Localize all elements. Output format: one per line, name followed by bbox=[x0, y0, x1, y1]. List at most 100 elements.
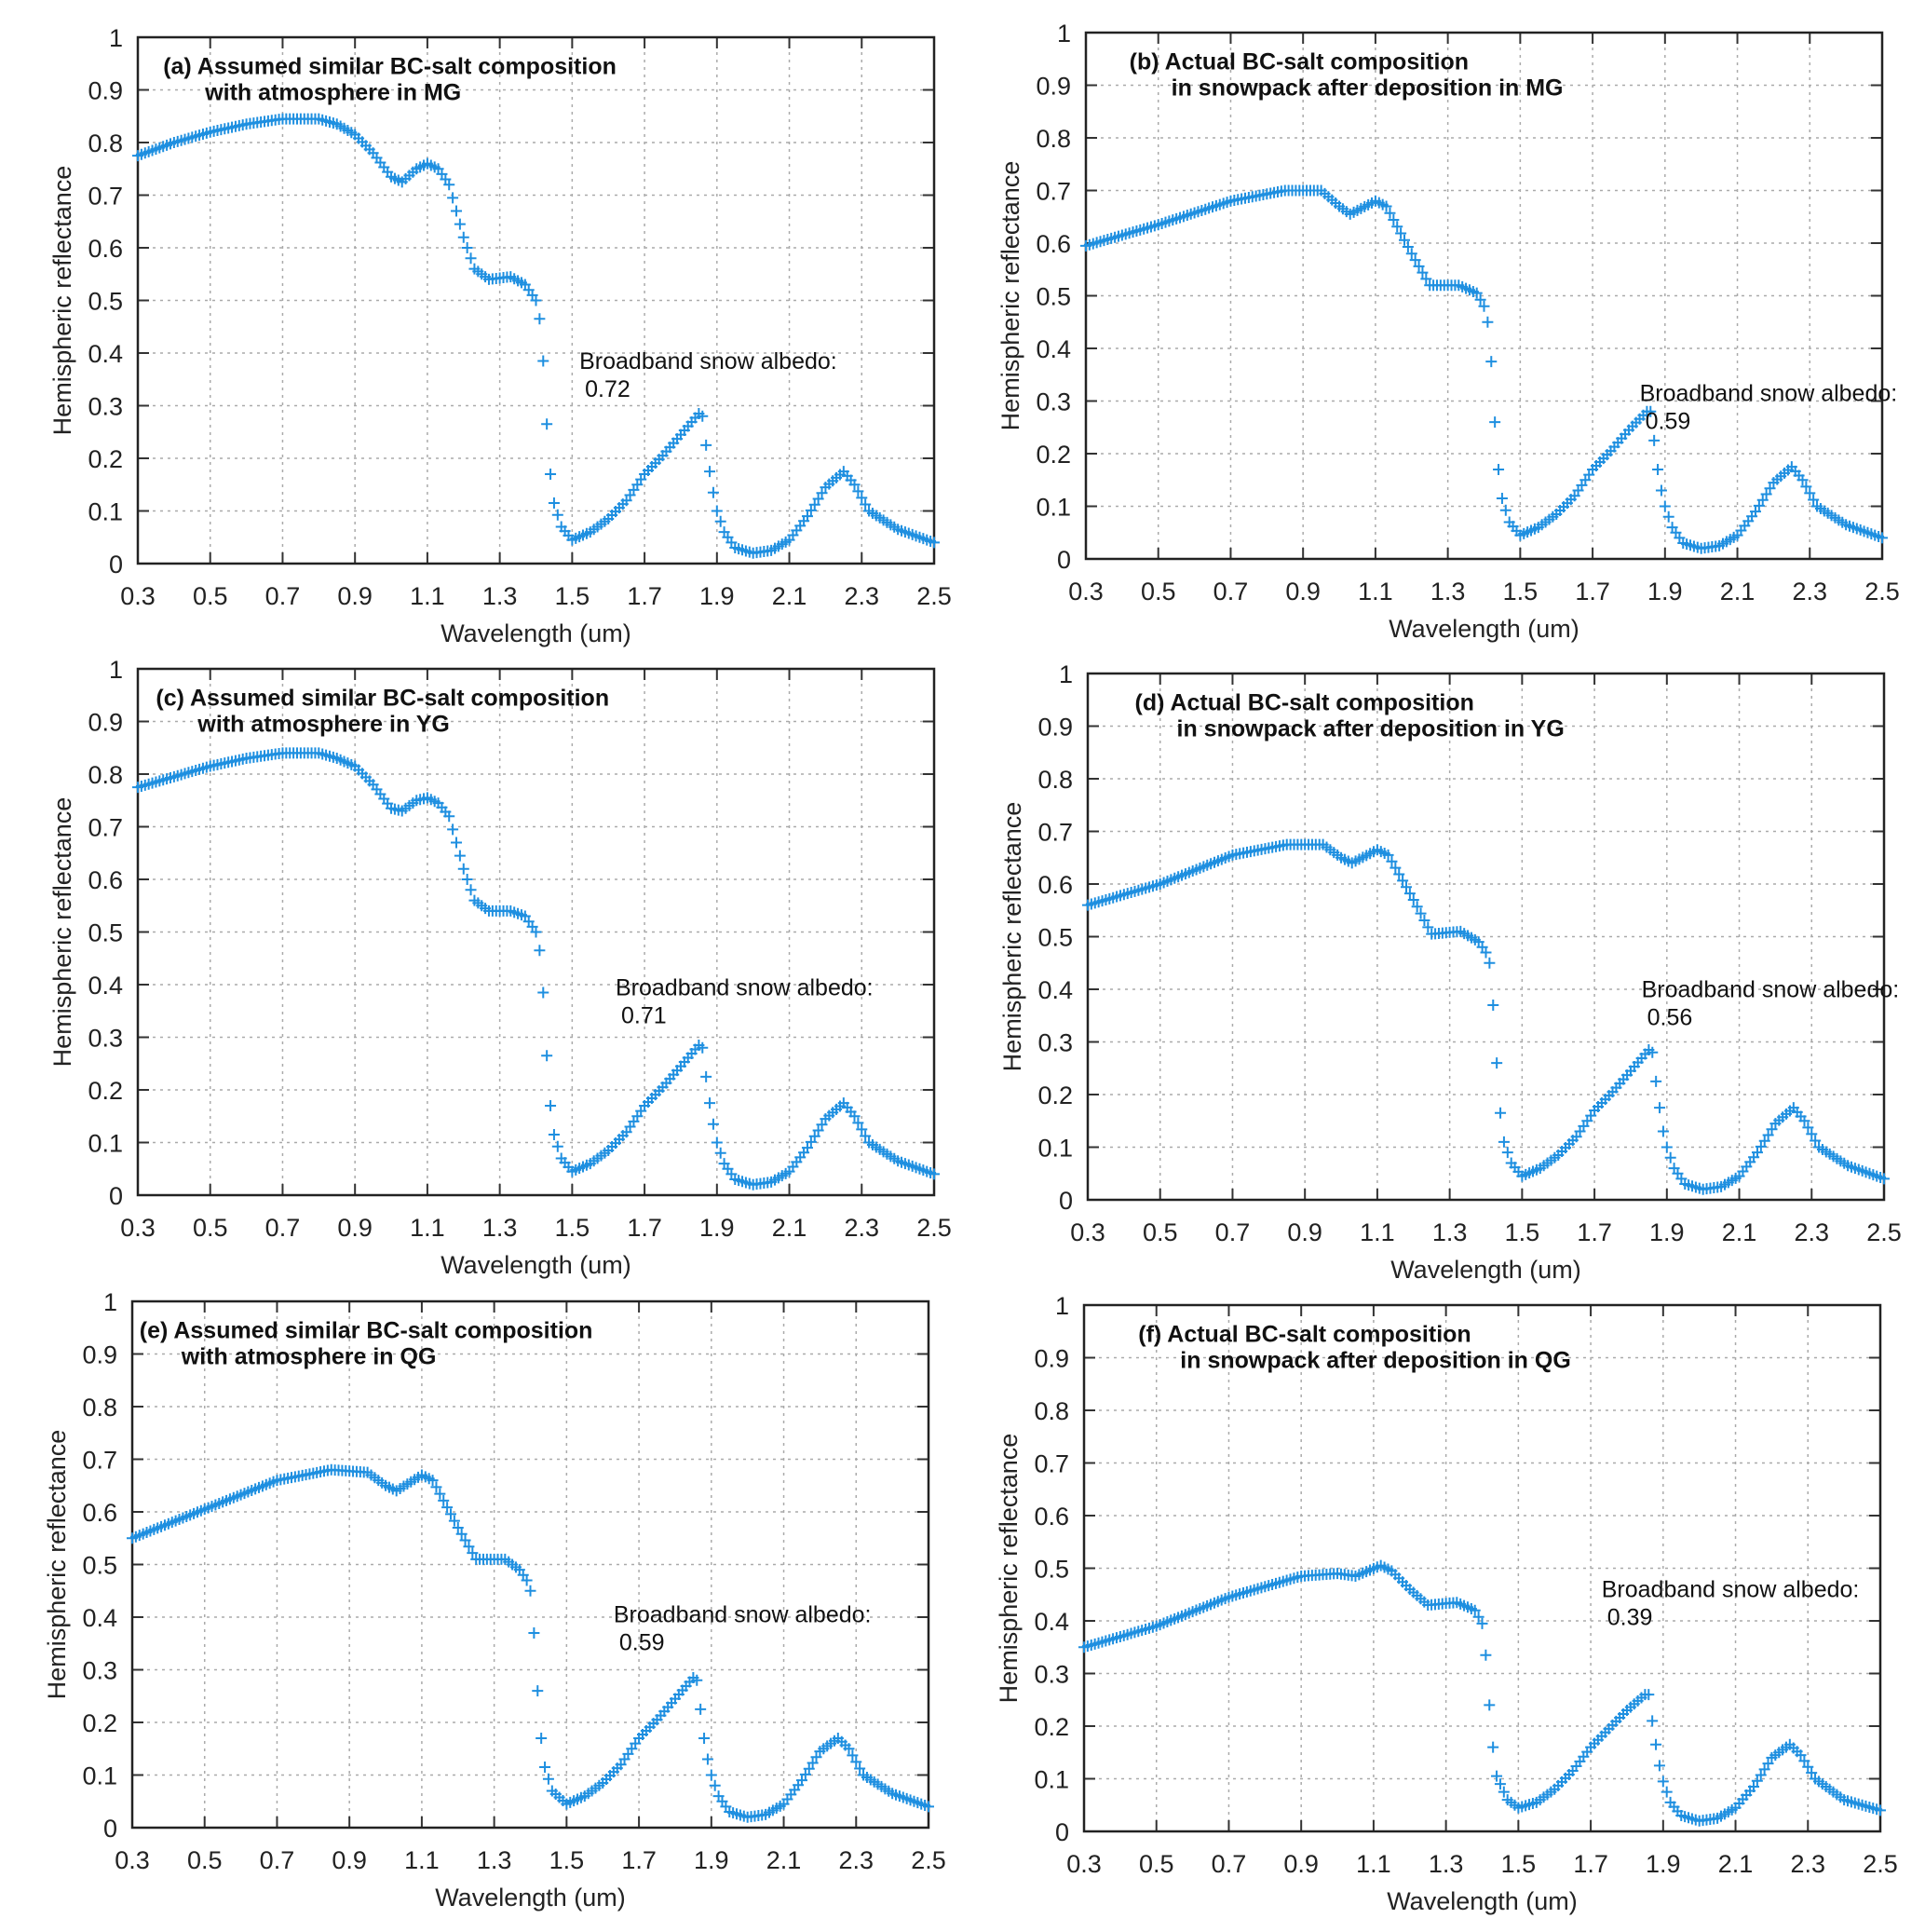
data-point bbox=[1804, 487, 1816, 499]
data-point bbox=[542, 1773, 554, 1785]
x-tick-label: 1.7 bbox=[627, 1214, 662, 1242]
data-point bbox=[795, 1775, 807, 1787]
x-tick-label: 2.5 bbox=[1864, 578, 1900, 605]
data-point bbox=[801, 510, 813, 523]
data-point bbox=[545, 1099, 557, 1111]
data-point bbox=[1476, 1617, 1488, 1629]
y-axis-label: Hemispheric reflectance bbox=[48, 166, 76, 436]
data-point bbox=[860, 1130, 872, 1142]
data-point bbox=[1397, 875, 1409, 887]
x-tick-label: 1.7 bbox=[627, 582, 662, 610]
data-point bbox=[808, 1130, 820, 1142]
data-point bbox=[551, 1140, 563, 1152]
x-tick-label: 1.5 bbox=[549, 1846, 585, 1874]
data-point bbox=[434, 1488, 446, 1500]
x-tick-label: 2.1 bbox=[772, 1214, 807, 1242]
x-tick-label: 0.5 bbox=[187, 1846, 223, 1874]
panel-title-line: in snowpack after deposition in QG bbox=[1180, 1348, 1571, 1374]
panel-title-line: (a) Assumed similar BC-salt composition bbox=[163, 54, 617, 80]
data-point bbox=[467, 1547, 479, 1559]
x-tick-label: 1.7 bbox=[1575, 578, 1610, 605]
data-point bbox=[929, 1168, 940, 1180]
data-point bbox=[805, 504, 817, 516]
x-tick-label: 1.1 bbox=[410, 582, 445, 610]
y-tick-label: 0.8 bbox=[1036, 125, 1071, 153]
data-point bbox=[1484, 957, 1496, 969]
data-point bbox=[1484, 1699, 1496, 1711]
data-point bbox=[807, 1757, 819, 1769]
data-point bbox=[534, 313, 546, 325]
data-point bbox=[1496, 493, 1508, 505]
y-tick-label: 0.9 bbox=[82, 1341, 117, 1369]
data-point bbox=[1659, 500, 1671, 512]
y-tick-label: 0.4 bbox=[82, 1604, 117, 1632]
data-point bbox=[860, 498, 872, 510]
chart-panel-d: 0 0.1 0.2 0.3 0.4 0.5 0.6 0.7 0.8 0.9 1 0.3 0.5 0.7 0.… bbox=[976, 641, 1925, 1284]
y-tick-label: 0.9 bbox=[88, 77, 123, 105]
x-tick-label: 2.1 bbox=[772, 582, 807, 610]
x-tick-label: 2.1 bbox=[766, 1846, 802, 1874]
x-tick-label: 1.1 bbox=[1358, 578, 1393, 605]
data-point bbox=[1762, 1758, 1774, 1770]
data-point bbox=[1758, 1135, 1770, 1147]
x-tick-label: 2.5 bbox=[1863, 1850, 1898, 1878]
albedo-label: Broadband snow albedo: bbox=[1642, 976, 1900, 1002]
data-point bbox=[1495, 1107, 1507, 1119]
y-tick-label: 0.5 bbox=[1036, 283, 1071, 311]
data-point bbox=[852, 1117, 864, 1129]
x-tick-label: 2.3 bbox=[1794, 1218, 1829, 1246]
y-tick-label: 0.2 bbox=[1036, 441, 1071, 469]
data-point bbox=[1647, 1715, 1659, 1727]
y-tick-label: 0.9 bbox=[1034, 1345, 1069, 1373]
data-point bbox=[1391, 221, 1403, 233]
x-axis-label: Wavelength (um) bbox=[441, 1251, 631, 1279]
y-tick-label: 0.9 bbox=[1037, 714, 1073, 742]
y-tick-label: 1 bbox=[1059, 660, 1073, 688]
data-point bbox=[530, 926, 542, 938]
data-point bbox=[1407, 893, 1419, 905]
x-tick-label: 0.5 bbox=[1141, 578, 1176, 605]
x-tick-label: 1.9 bbox=[699, 1214, 735, 1242]
data-point bbox=[714, 1147, 726, 1159]
data-point bbox=[457, 863, 469, 875]
data-point bbox=[1474, 293, 1486, 306]
y-tick-label: 1 bbox=[109, 24, 123, 52]
panel-title-line: (f) Actual BC-salt composition bbox=[1138, 1322, 1471, 1348]
y-tick-label: 0.5 bbox=[88, 919, 123, 947]
data-point bbox=[1472, 1611, 1484, 1623]
albedo-value: 0.71 bbox=[621, 1002, 667, 1028]
data-point bbox=[532, 1685, 544, 1697]
x-tick-label: 0.3 bbox=[115, 1846, 150, 1874]
data-point bbox=[856, 1123, 868, 1136]
plot-frame bbox=[1086, 672, 1886, 1202]
y-tick-label: 0 bbox=[1055, 1818, 1069, 1846]
y-tick-label: 0.2 bbox=[82, 1709, 117, 1737]
y-tick-label: 0.4 bbox=[88, 972, 123, 1000]
x-tick-label: 1.1 bbox=[404, 1846, 440, 1874]
data-point bbox=[534, 945, 546, 957]
data-point bbox=[524, 1585, 536, 1597]
data-point bbox=[1802, 1122, 1814, 1134]
panel-title-line: with atmosphere in MG bbox=[204, 80, 461, 106]
data-point bbox=[1422, 921, 1434, 933]
x-tick-label: 0.3 bbox=[120, 582, 156, 610]
data-point bbox=[427, 1475, 439, 1487]
x-tick-label: 2.1 bbox=[1718, 1850, 1754, 1878]
data-point bbox=[1413, 260, 1425, 272]
data-point bbox=[801, 1142, 813, 1154]
data-point bbox=[1755, 1769, 1767, 1781]
data-point bbox=[455, 1528, 468, 1540]
y-tick-label: 0.6 bbox=[1037, 871, 1073, 899]
data-point bbox=[1766, 1123, 1778, 1136]
x-tick-label: 1.1 bbox=[1360, 1218, 1395, 1246]
chart-svg: 0 0.1 0.2 0.3 0.4 0.5 0.6 0.7 0.8 0.9 1 0.3 0.5 0.7 0.… bbox=[43, 1288, 946, 1912]
chart-panel-f: 0 0.1 0.2 0.3 0.4 0.5 0.6 0.7 0.8 0.9 1 0.3 0.5 0.7 0.… bbox=[972, 1272, 1925, 1915]
y-tick-label: 1 bbox=[103, 1288, 117, 1316]
data-point bbox=[848, 479, 861, 491]
data-point bbox=[1494, 1778, 1506, 1790]
y-tick-label: 0.3 bbox=[88, 393, 123, 421]
x-tick-label: 1.3 bbox=[477, 1846, 512, 1874]
data-point bbox=[1650, 1075, 1662, 1087]
x-tick-label: 0.7 bbox=[265, 582, 301, 610]
data-point bbox=[535, 1732, 548, 1744]
